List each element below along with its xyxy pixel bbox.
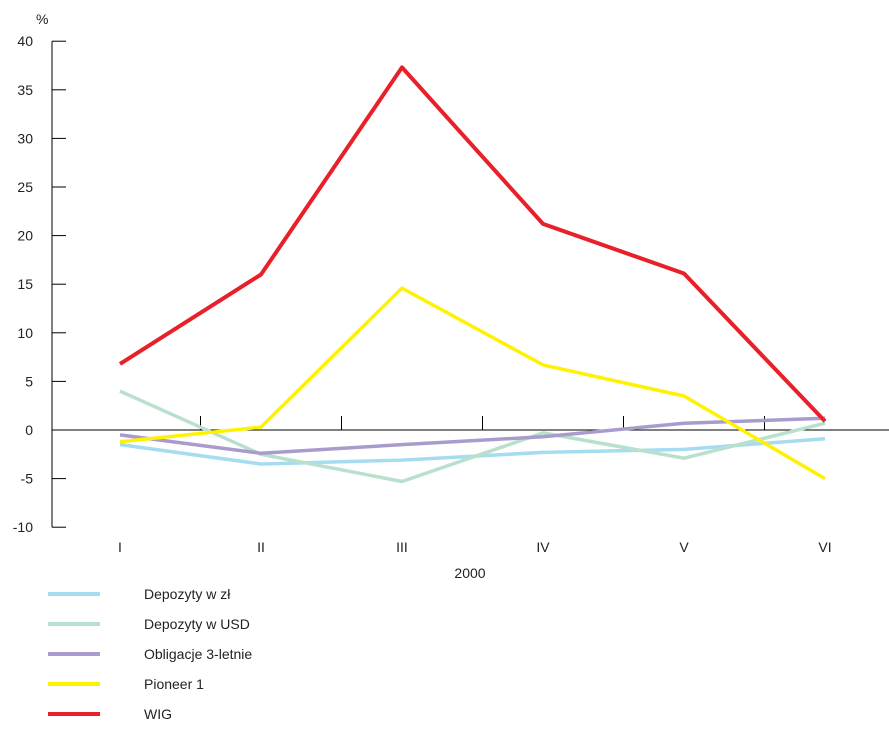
series-lines [118, 65, 827, 484]
x-tick-label: IV [536, 539, 550, 555]
y-tick-label: 5 [25, 373, 33, 389]
legend-swatch [48, 712, 100, 716]
y-tick-label: 25 [17, 179, 33, 195]
legend-label: WIG [144, 706, 172, 722]
series-line-depozyty-w-z [119, 436, 826, 466]
legend-label: Depozyty w zł [144, 586, 231, 602]
series-line-wig [118, 65, 827, 423]
x-tick-label: V [679, 539, 689, 555]
y-tick-label: 40 [17, 33, 33, 49]
legend-item-obligacje-3-letnie: Obligacje 3-letnie [48, 642, 252, 666]
y-axis-ticks: 40 35 30 25 20 15 10 5 0 -5 -10 [13, 33, 66, 535]
x-tick-label: VI [818, 539, 831, 555]
legend-item-depozyty-w-usd: Depozyty w USD [48, 612, 252, 636]
series-line-obligacje-3-letnie [119, 416, 826, 456]
legend-item-depozyty-w-z: Depozyty w zł [48, 582, 252, 606]
legend-label: Pioneer 1 [144, 676, 204, 692]
legend-swatch [48, 592, 100, 596]
y-tick-label: -10 [13, 519, 33, 535]
legend-swatch [48, 652, 100, 656]
legend-item-pioneer-1: Pioneer 1 [48, 672, 252, 696]
x-tick-label: III [396, 539, 408, 555]
x-tick-label: I [118, 539, 122, 555]
y-axis-unit-label: % [36, 11, 48, 27]
legend-item-wig: WIG [48, 702, 252, 726]
legend-swatch [48, 622, 100, 626]
legend-label: Obligacje 3-letnie [144, 646, 253, 662]
y-tick-label: 20 [17, 228, 33, 244]
legend: Depozyty w zł Depozyty w USD Obligacje 3-l… [48, 582, 252, 732]
series-line-pioneer-1 [119, 286, 826, 481]
x-tick-label: II [257, 539, 265, 555]
legend-swatch [48, 682, 100, 686]
x-axis-ticks: I II III IV V VI [118, 416, 832, 555]
series-line-depozyty-w-usd [119, 389, 826, 484]
y-tick-label: -5 [21, 471, 34, 487]
axes [51, 41, 889, 528]
x-axis-title: 2000 [454, 565, 485, 580]
y-tick-label: 30 [17, 130, 33, 146]
legend-label: Depozyty w USD [144, 616, 250, 632]
y-tick-label: 35 [17, 82, 33, 98]
y-tick-label: 15 [17, 276, 33, 292]
y-tick-label: 0 [25, 422, 33, 438]
y-tick-label: 10 [17, 325, 33, 341]
